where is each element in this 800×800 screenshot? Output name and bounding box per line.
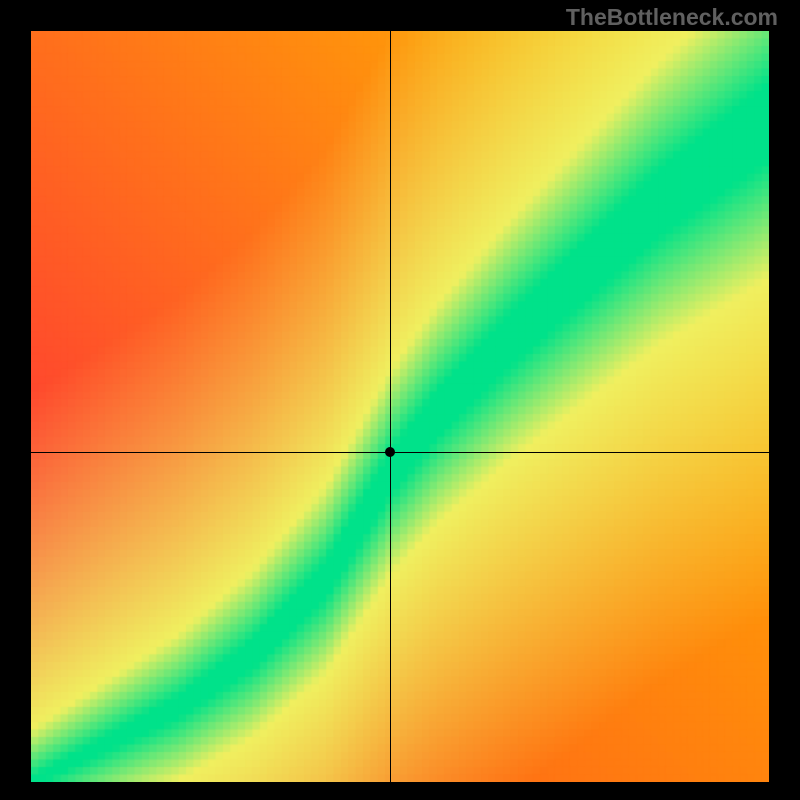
- crosshair-marker: [385, 447, 395, 457]
- bottleneck-heatmap: [31, 31, 769, 782]
- crosshair-horizontal: [31, 452, 769, 453]
- watermark-text: TheBottleneck.com: [566, 4, 778, 31]
- crosshair-vertical: [390, 31, 391, 782]
